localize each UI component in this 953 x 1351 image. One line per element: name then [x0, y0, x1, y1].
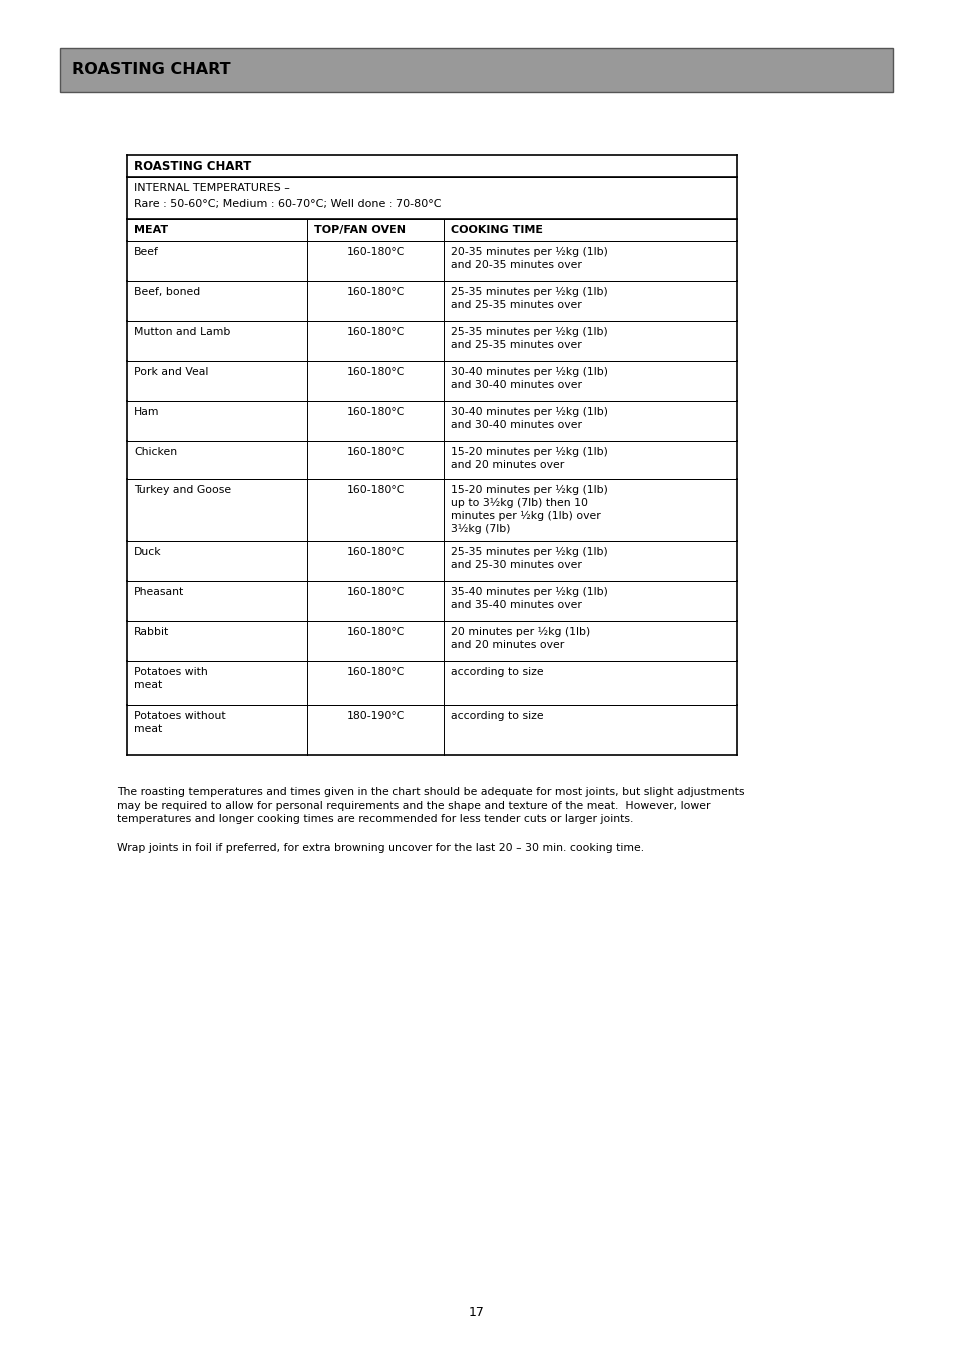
Text: 15-20 minutes per ½kg (1lb)
up to 3½kg (7lb) then 10
minutes per ½kg (1lb) over
: 15-20 minutes per ½kg (1lb) up to 3½kg (…: [451, 485, 607, 534]
Text: Pheasant: Pheasant: [133, 586, 184, 597]
Text: 160-180°C: 160-180°C: [346, 327, 404, 336]
Text: 35-40 minutes per ½kg (1lb)
and 35-40 minutes over: 35-40 minutes per ½kg (1lb) and 35-40 mi…: [451, 586, 607, 609]
Text: 160-180°C: 160-180°C: [346, 586, 404, 597]
Text: Rare : 50-60°C; Medium : 60-70°C; Well done : 70-80°C: Rare : 50-60°C; Medium : 60-70°C; Well d…: [133, 199, 441, 209]
Text: 25-35 minutes per ½kg (1lb)
and 25-35 minutes over: 25-35 minutes per ½kg (1lb) and 25-35 mi…: [451, 286, 607, 309]
Text: Duck: Duck: [133, 547, 161, 557]
Text: 15-20 minutes per ½kg (1lb)
and 20 minutes over: 15-20 minutes per ½kg (1lb) and 20 minut…: [451, 447, 607, 470]
Text: Rabbit: Rabbit: [133, 627, 169, 638]
Text: 160-180°C: 160-180°C: [346, 547, 404, 557]
Text: Ham: Ham: [133, 407, 159, 417]
Text: Wrap joints in foil if preferred, for extra browning uncover for the last 20 – 3: Wrap joints in foil if preferred, for ex…: [117, 843, 643, 852]
Text: Potatoes with
meat: Potatoes with meat: [133, 667, 208, 690]
Text: 20 minutes per ½kg (1lb)
and 20 minutes over: 20 minutes per ½kg (1lb) and 20 minutes …: [451, 627, 590, 650]
Text: 180-190°C: 180-190°C: [346, 711, 404, 721]
Text: 20-35 minutes per ½kg (1lb)
and 20-35 minutes over: 20-35 minutes per ½kg (1lb) and 20-35 mi…: [451, 247, 607, 270]
Text: 160-180°C: 160-180°C: [346, 286, 404, 297]
Text: 17: 17: [469, 1306, 484, 1320]
Text: Potatoes without
meat: Potatoes without meat: [133, 711, 226, 734]
Text: 160-180°C: 160-180°C: [346, 485, 404, 494]
Text: Pork and Veal: Pork and Veal: [133, 367, 208, 377]
Text: 160-180°C: 160-180°C: [346, 407, 404, 417]
Text: 160-180°C: 160-180°C: [346, 367, 404, 377]
Text: 160-180°C: 160-180°C: [346, 447, 404, 457]
Text: 25-35 minutes per ½kg (1lb)
and 25-35 minutes over: 25-35 minutes per ½kg (1lb) and 25-35 mi…: [451, 327, 607, 350]
Text: Turkey and Goose: Turkey and Goose: [133, 485, 231, 494]
Text: 30-40 minutes per ½kg (1lb)
and 30-40 minutes over: 30-40 minutes per ½kg (1lb) and 30-40 mi…: [451, 407, 608, 430]
Text: according to size: according to size: [451, 711, 543, 721]
Text: 25-35 minutes per ½kg (1lb)
and 25-30 minutes over: 25-35 minutes per ½kg (1lb) and 25-30 mi…: [451, 547, 607, 570]
Text: Beef, boned: Beef, boned: [133, 286, 200, 297]
Text: Chicken: Chicken: [133, 447, 177, 457]
Text: TOP/FAN OVEN: TOP/FAN OVEN: [314, 226, 406, 235]
Text: Beef: Beef: [133, 247, 159, 257]
Text: according to size: according to size: [451, 667, 543, 677]
Text: The roasting temperatures and times given in the chart should be adequate for mo: The roasting temperatures and times give…: [117, 788, 743, 824]
Text: ROASTING CHART: ROASTING CHART: [133, 159, 251, 173]
Text: 160-180°C: 160-180°C: [346, 247, 404, 257]
Text: 30-40 minutes per ½kg (1lb)
and 30-40 minutes over: 30-40 minutes per ½kg (1lb) and 30-40 mi…: [451, 367, 608, 390]
Bar: [60, 49, 892, 92]
Text: MEAT: MEAT: [133, 226, 168, 235]
Text: 160-180°C: 160-180°C: [346, 627, 404, 638]
Text: INTERNAL TEMPERATURES –: INTERNAL TEMPERATURES –: [133, 182, 290, 193]
Text: ROASTING CHART: ROASTING CHART: [71, 62, 231, 77]
Text: 160-180°C: 160-180°C: [346, 667, 404, 677]
Text: COOKING TIME: COOKING TIME: [451, 226, 542, 235]
Text: Mutton and Lamb: Mutton and Lamb: [133, 327, 230, 336]
